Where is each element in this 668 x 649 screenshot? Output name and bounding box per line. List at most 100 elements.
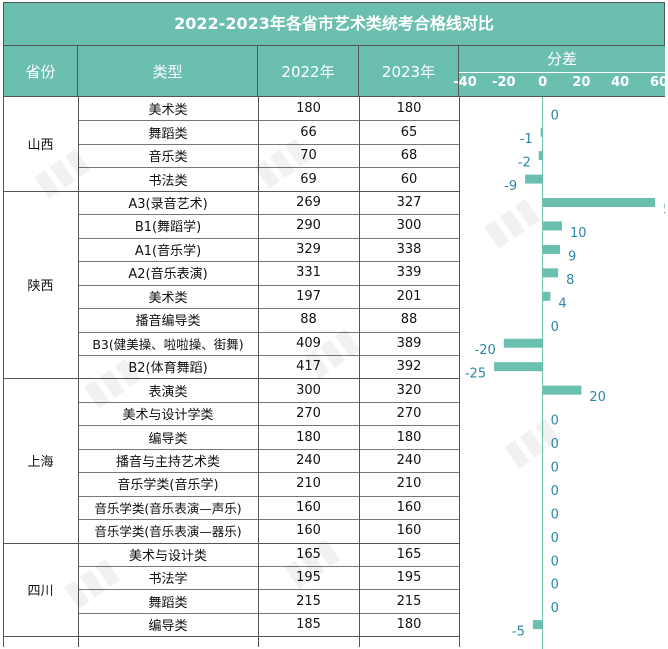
cell-y2022: 160 [296,499,321,515]
cell-type: B1(舞蹈学) [134,220,202,236]
row-divider [78,495,459,497]
cell-type: 音乐学类(音乐学) [117,478,219,494]
group-divider [3,636,459,638]
diff-label: 9 [568,249,576,264]
cell-y2023: 339 [396,265,422,281]
column-divider [459,97,460,647]
province-cell: 四川 [27,583,54,599]
cell-y2022: 180 [296,429,321,445]
header-2023: 2023年 [359,46,459,97]
cell-y2023: 300 [396,218,422,234]
diff-label: 0 [551,554,559,569]
cell-y2022: 210 [296,476,321,492]
column-divider [359,97,360,647]
diff-bar [542,244,561,254]
cell-y2022: 269 [296,195,321,211]
cell-y2023: 160 [396,523,422,539]
diff-label: 0 [551,484,559,499]
cell-type: 美术类 [148,103,188,119]
cell-type: A2(音乐表演) [128,267,208,283]
diff-label: -5 [512,625,525,640]
diff-label: 0 [551,460,559,475]
cell-y2022: 329 [296,241,321,257]
cell-y2022: 165 [296,546,321,562]
diff-label: -1 [520,132,533,147]
diff-bar [542,198,656,208]
cell-type: 音乐学类(音乐表演—声乐) [94,500,242,516]
diff-bar [542,221,562,231]
row-divider [78,261,459,263]
cell-type: 舞蹈类 [148,126,188,142]
diff-bar [525,174,543,184]
cell-y2022: 409 [296,335,321,351]
cell-y2023: 392 [396,359,422,375]
cell-y2022: 69 [300,171,317,187]
cell-type: 音乐类 [148,150,188,166]
province-cell: 陕西 [27,279,54,295]
cell-y2023: 215 [396,593,422,609]
cell-type: 播音与主持艺术类 [115,454,220,470]
x-tick-label: -40 [453,75,477,90]
diff-label: -9 [504,179,517,194]
row-divider [78,120,459,122]
group-divider [3,378,459,380]
cell-y2023: 240 [396,452,422,468]
row-divider [78,448,459,450]
row-divider [78,308,459,310]
diff-label: 0 [551,531,559,546]
diff-label: 0 [551,414,559,429]
cell-y2022: 300 [296,382,321,398]
row-divider [78,284,459,286]
row-divider [78,612,459,614]
cell-y2022: 66 [300,124,317,140]
header-type: 类型 [78,46,258,97]
cell-y2022: 180 [296,101,321,117]
header-2022: 2022年 [258,46,359,97]
cell-type: B3(健美操、啦啦操、街舞) [92,336,244,352]
cell-y2023: 201 [396,288,422,304]
cell-y2022: 240 [296,452,321,468]
cell-y2022: 195 [296,570,321,586]
cell-type: 舞蹈类 [148,595,188,611]
cell-y2022: 331 [296,265,321,281]
cell-type: 编导类 [148,431,188,447]
row-divider [78,425,459,427]
cell-y2023: 160 [396,499,422,515]
diff-label: 4 [558,296,566,311]
row-divider [78,237,459,239]
cell-y2022: 215 [296,593,321,609]
diff-bar [542,268,559,278]
group-divider [3,542,459,544]
diff-label: 0 [551,320,559,335]
x-tick-label: -20 [492,75,516,90]
page-title: 2022-2023年各省市艺术类统考合格线对比 [3,2,665,46]
row-divider [78,354,459,356]
diff-bar [494,362,543,372]
row-divider [78,472,459,474]
cell-y2023: 180 [396,617,422,633]
diff-label: -2 [518,156,531,171]
diff-label: 0 [551,578,559,593]
diff-bar [540,127,543,137]
cell-y2023: 180 [396,101,422,117]
cell-y2023: 338 [396,241,422,257]
diff-bar [503,338,543,348]
cell-y2022: 88 [300,312,317,328]
diff-label: 8 [566,273,574,288]
cell-y2023: 210 [396,476,422,492]
comparison-table: 2022-2023年各省市艺术类统考合格线对比 省份 类型 2022年 2023… [3,2,668,649]
row-divider [78,143,459,145]
group-divider [3,190,459,192]
x-tick-label: 0 [538,75,548,90]
column-divider [78,97,79,647]
column-divider [258,97,259,647]
province-cell: 上海 [27,454,54,470]
cell-type: 书法类 [148,173,188,189]
cell-y2023: 68 [400,148,418,164]
cell-y2023: 195 [396,570,422,586]
x-tick-label: 40 [611,75,630,90]
cell-y2022: 197 [296,288,321,304]
column-divider [3,97,4,647]
cell-y2022: 290 [296,218,321,234]
diff-label: 20 [589,390,606,405]
